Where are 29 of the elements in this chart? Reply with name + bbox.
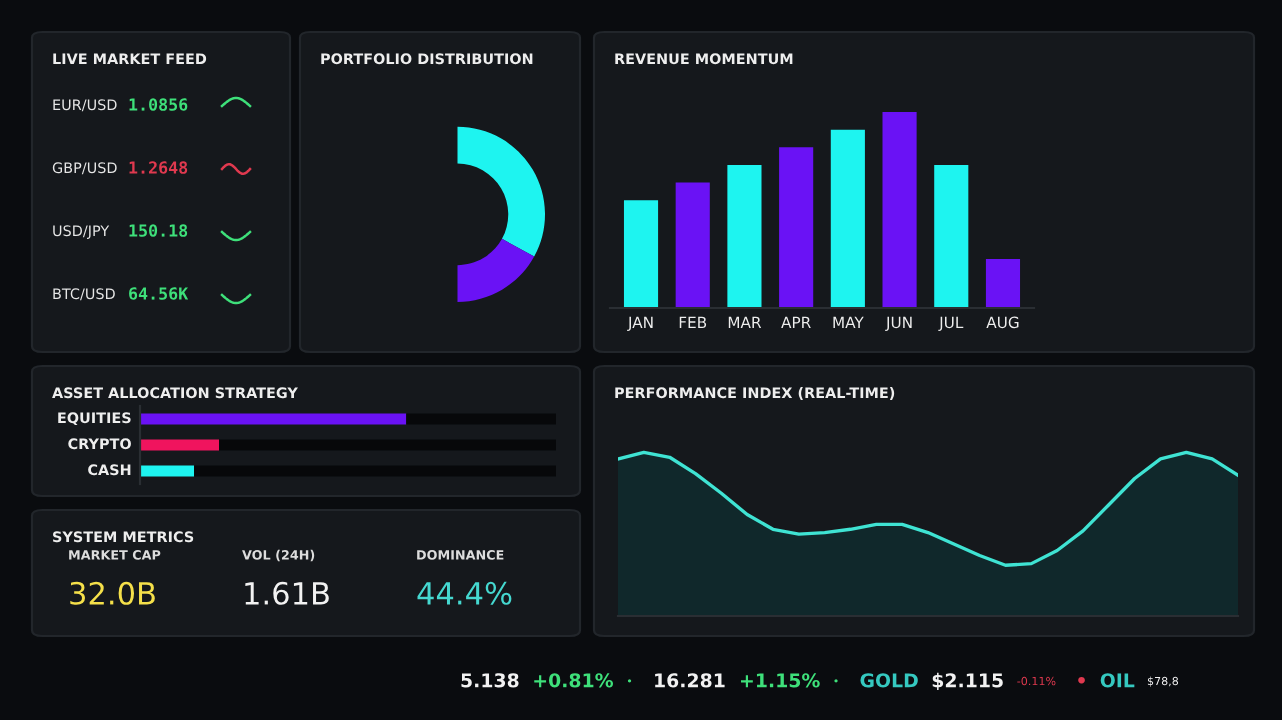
- bar: [882, 112, 917, 308]
- text: +1.15%: [741, 673, 820, 688]
- bar: [675, 182, 710, 308]
- bar: [406, 413, 556, 425]
- text: 1.61B: [245, 581, 329, 605]
- bar: [727, 164, 762, 308]
- bar: [140, 413, 407, 425]
- text: GOLD: [860, 673, 918, 688]
- text: 16.281: [655, 673, 725, 688]
- bar: [194, 465, 556, 477]
- text: 44.4%: [417, 581, 512, 605]
- text: OIL: [1100, 673, 1135, 688]
- bar: [140, 439, 220, 451]
- text: 5.138: [461, 673, 519, 688]
- bar: [779, 147, 814, 308]
- bar: [830, 129, 865, 308]
- bar: [219, 439, 556, 451]
- text: 1.2648: [129, 161, 188, 174]
- bar: [140, 465, 195, 477]
- text: 32.0B: [70, 581, 155, 605]
- bar: [934, 164, 969, 308]
- text: 1.0856: [129, 98, 188, 111]
- text: +0.81%: [534, 673, 614, 688]
- text: 150.18: [129, 224, 188, 237]
- text: 64.56K: [129, 287, 189, 300]
- text: $2.115: [932, 672, 1003, 690]
- bar: [623, 200, 659, 308]
- bar: [985, 259, 1021, 308]
- text: •: [1078, 676, 1085, 684]
